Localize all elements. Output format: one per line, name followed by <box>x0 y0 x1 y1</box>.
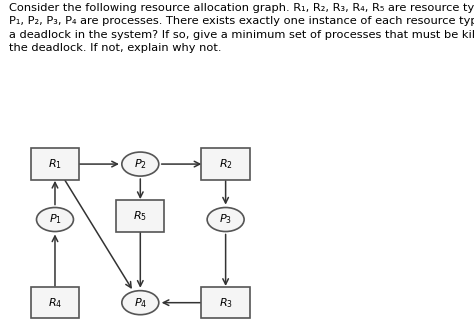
Text: $R_3$: $R_3$ <box>219 296 233 310</box>
FancyBboxPatch shape <box>116 200 164 232</box>
Text: $P_1$: $P_1$ <box>48 213 62 226</box>
Text: Consider the following resource allocation graph. R₁, R₂, R₃, R₄, R₅ are resourc: Consider the following resource allocati… <box>9 3 474 53</box>
Text: $P_2$: $P_2$ <box>134 157 147 171</box>
FancyBboxPatch shape <box>201 287 250 318</box>
Circle shape <box>36 208 73 232</box>
Text: $P_3$: $P_3$ <box>219 213 232 226</box>
Circle shape <box>207 208 244 232</box>
Text: $R_4$: $R_4$ <box>48 296 62 310</box>
Text: $R_1$: $R_1$ <box>48 157 62 171</box>
FancyBboxPatch shape <box>31 287 79 318</box>
Circle shape <box>122 291 159 315</box>
Text: $R_5$: $R_5$ <box>133 209 147 223</box>
FancyBboxPatch shape <box>31 148 79 180</box>
Circle shape <box>122 152 159 176</box>
FancyBboxPatch shape <box>201 148 250 180</box>
Text: $P_4$: $P_4$ <box>134 296 147 310</box>
Text: $R_2$: $R_2$ <box>219 157 233 171</box>
